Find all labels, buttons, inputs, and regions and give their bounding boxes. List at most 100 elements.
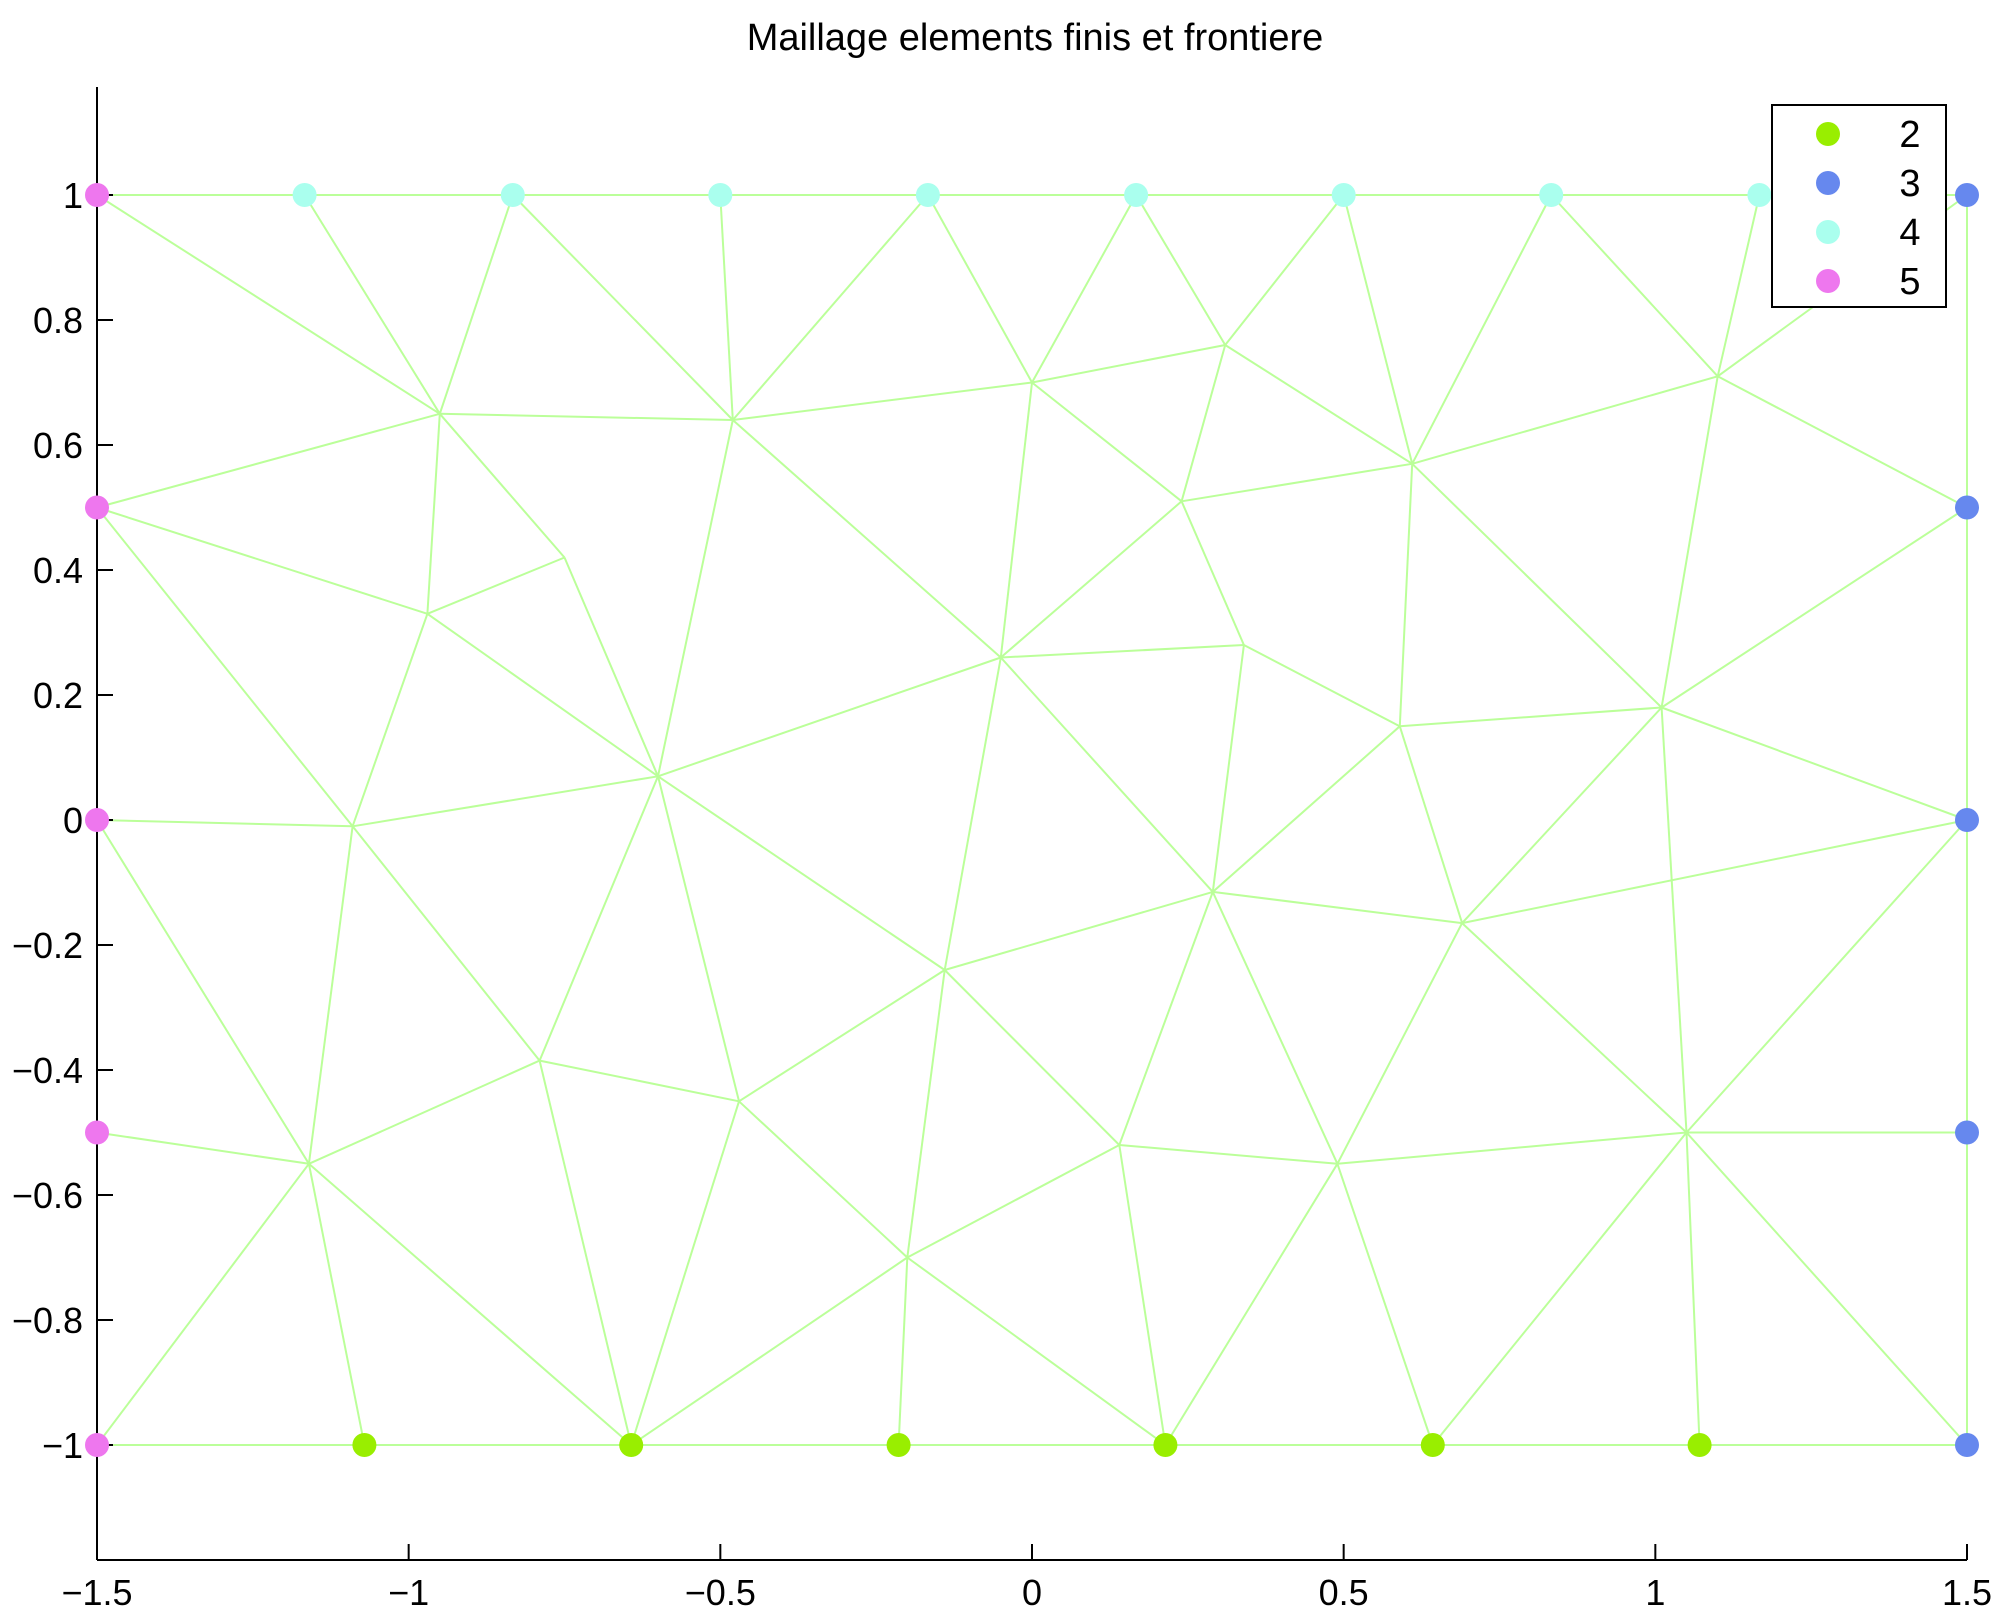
mesh-edge xyxy=(539,1059,740,1103)
mesh-edge xyxy=(1031,194,1137,383)
point-series-4 xyxy=(1539,183,1564,207)
mesh-edge xyxy=(308,1163,632,1446)
mesh-edge xyxy=(738,1100,908,1259)
mesh-edge xyxy=(1660,376,1719,708)
mesh-edge xyxy=(426,612,659,778)
mesh-edge xyxy=(426,413,441,614)
mesh-edge xyxy=(1031,344,1226,384)
mesh-edge xyxy=(943,657,1002,971)
y-tick-label: 0.2 xyxy=(33,675,83,716)
mesh-edge xyxy=(303,194,441,415)
mesh-edge xyxy=(732,381,1033,421)
mesh-edge xyxy=(427,556,565,615)
y-tick-label: −1 xyxy=(42,1425,83,1466)
point-series-4 xyxy=(1747,183,1772,207)
point-series-3 xyxy=(1955,183,1979,207)
point-series-2 xyxy=(1687,1433,1712,1457)
y-tick-label: −0.8 xyxy=(12,1300,83,1341)
mesh-edge xyxy=(1685,1131,1968,1446)
legend-marker-4 xyxy=(1816,220,1840,244)
point-series-4 xyxy=(1124,183,1149,207)
mesh-edge xyxy=(657,419,734,777)
mesh-edge xyxy=(1031,381,1183,503)
mesh-edge xyxy=(439,413,566,559)
mesh-edge xyxy=(96,1131,310,1165)
point-series-3 xyxy=(1955,1120,1979,1145)
mesh-edge xyxy=(1336,1163,1434,1446)
mesh-edge xyxy=(1212,725,1401,893)
mesh-edge xyxy=(943,969,1121,1146)
mesh-edge xyxy=(1243,644,1401,728)
mesh-edge xyxy=(352,775,659,828)
mesh-edge xyxy=(96,412,441,509)
mesh-edge xyxy=(308,1059,541,1165)
point-series-5 xyxy=(85,1120,109,1145)
mesh-edge xyxy=(96,506,354,827)
boundary-points xyxy=(85,183,1979,1457)
point-series-2 xyxy=(352,1433,377,1457)
y-tick-label: 0 xyxy=(63,800,83,841)
mesh-edge xyxy=(1336,922,1463,1165)
point-series-2 xyxy=(1153,1433,1178,1457)
mesh-edge xyxy=(657,656,1002,778)
mesh-edge xyxy=(307,1163,366,1446)
y-tick-label: 0.8 xyxy=(33,300,83,341)
mesh-edge xyxy=(1224,194,1345,346)
legend-label-3: 3 xyxy=(1899,163,1920,205)
mesh-edge xyxy=(1398,725,1464,924)
mesh-edge xyxy=(1211,644,1245,893)
mesh-edge xyxy=(1224,344,1413,465)
mesh-edge xyxy=(657,775,946,971)
point-series-5 xyxy=(85,183,109,207)
point-series-4 xyxy=(500,183,525,207)
legend: 2 3 4 5 xyxy=(1771,104,1947,308)
legend-label-4: 4 xyxy=(1899,212,1920,254)
mesh-edge xyxy=(563,557,659,777)
x-tick-label: −1 xyxy=(388,1572,429,1612)
point-series-2 xyxy=(619,1433,644,1457)
point-series-4 xyxy=(708,183,733,207)
mesh-edge xyxy=(512,194,734,421)
mesh-edge xyxy=(1000,500,1183,659)
axes xyxy=(96,87,1967,1561)
mesh-edge xyxy=(1000,656,1214,893)
point-series-3 xyxy=(1955,1433,1979,1457)
mesh-edge xyxy=(1717,375,1968,509)
mesh-edge xyxy=(1661,706,1968,821)
mesh-edge xyxy=(1118,891,1214,1146)
x-tick-label: 0 xyxy=(1022,1572,1042,1612)
mesh-edge xyxy=(96,1163,310,1446)
mesh-edge xyxy=(1411,194,1553,465)
mesh-edge xyxy=(351,613,429,827)
mesh-edge xyxy=(1180,344,1227,502)
mesh-edge xyxy=(1411,463,1663,709)
mesh-edge xyxy=(906,1256,1166,1446)
mesh-edge xyxy=(1337,1131,1687,1165)
mesh-edge xyxy=(906,1144,1120,1259)
mesh-edge xyxy=(1432,1131,1688,1446)
mesh-edge xyxy=(1342,194,1414,465)
mesh-edge xyxy=(1135,194,1227,346)
mesh-edge xyxy=(1685,1132,1701,1446)
legend-marker-3 xyxy=(1816,171,1840,195)
x-ticks: −1.5 −1 −0.5 0 0.5 1 1.5 xyxy=(61,1544,1992,1612)
legend-label-2: 2 xyxy=(1899,114,1920,156)
x-tick-label: 1 xyxy=(1645,1572,1665,1612)
mesh-edge xyxy=(1211,891,1339,1165)
mesh-edge xyxy=(351,825,541,1062)
x-tick-label: 0.5 xyxy=(1319,1572,1369,1612)
mesh-edge xyxy=(1461,819,1968,925)
point-series-4 xyxy=(1331,183,1356,207)
mesh-edge xyxy=(96,506,428,615)
mesh-edge xyxy=(538,775,659,1061)
chart-title: Maillage elements finis et frontiere xyxy=(747,17,1324,59)
mesh-edge xyxy=(1181,462,1413,503)
mesh-edge xyxy=(657,776,740,1102)
mesh-edge xyxy=(738,969,946,1103)
point-series-5 xyxy=(85,495,109,520)
mesh-edge xyxy=(96,194,441,415)
mesh-edge xyxy=(1716,194,1761,377)
mesh-edge xyxy=(999,382,1033,658)
mesh-edge xyxy=(927,194,1033,383)
